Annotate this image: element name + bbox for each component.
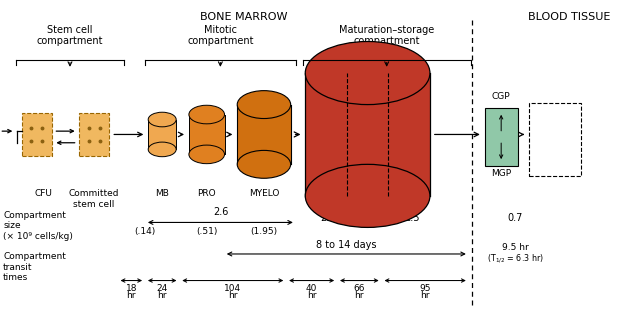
Bar [22, 113, 52, 156]
Text: (1.95): (1.95) [251, 227, 277, 236]
Ellipse shape [305, 164, 430, 227]
Text: PRO: PRO [197, 189, 216, 198]
Text: (T$_{1/2}$ = 6.3 hr): (T$_{1/2}$ = 6.3 hr) [487, 253, 544, 266]
Text: 2.5: 2.5 [404, 213, 420, 223]
Text: BAND: BAND [359, 189, 385, 198]
Text: Stem cell
compartment: Stem cell compartment [37, 25, 103, 46]
Text: hr: hr [355, 290, 364, 299]
Bar [485, 108, 518, 166]
Text: 24: 24 [156, 284, 168, 293]
Bar [305, 73, 430, 196]
Text: 2.7: 2.7 [320, 213, 335, 223]
Text: MGP: MGP [491, 169, 511, 178]
Text: 66: 66 [354, 284, 365, 293]
Ellipse shape [148, 142, 176, 157]
Text: MYELO: MYELO [249, 189, 279, 198]
Text: 0.7: 0.7 [508, 213, 523, 223]
Text: 104: 104 [225, 284, 241, 293]
Ellipse shape [305, 42, 430, 105]
Bar [79, 113, 109, 156]
Text: BONE MARROW: BONE MARROW [200, 12, 287, 22]
Text: BLOOD TISSUE: BLOOD TISSUE [528, 12, 611, 22]
Ellipse shape [237, 150, 291, 178]
Text: hr: hr [307, 290, 316, 299]
Text: (.51): (.51) [196, 227, 218, 236]
Text: SEG: SEG [403, 189, 421, 198]
Ellipse shape [237, 91, 291, 119]
Text: 2.6: 2.6 [213, 208, 228, 217]
Ellipse shape [189, 145, 225, 164]
Text: 40: 40 [306, 284, 317, 293]
Text: hr: hr [158, 290, 167, 299]
Text: Compartment
transit
times: Compartment transit times [3, 252, 66, 282]
Text: CGP: CGP [492, 92, 511, 101]
Ellipse shape [148, 112, 176, 127]
Text: 8 to 14 days: 8 to 14 days [315, 240, 377, 250]
Text: 9.5 hr: 9.5 hr [502, 243, 529, 252]
Text: hr: hr [228, 290, 237, 299]
Text: MB: MB [155, 189, 169, 198]
Text: Mitotic
compartment: Mitotic compartment [187, 25, 254, 46]
Text: 95: 95 [419, 284, 431, 293]
Text: Committed
stem cell: Committed stem cell [69, 189, 120, 208]
Ellipse shape [189, 105, 225, 124]
Text: hr: hr [127, 290, 136, 299]
Text: (.14): (.14) [134, 227, 156, 236]
Bar [237, 105, 291, 164]
Text: CFU: CFU [34, 189, 52, 198]
Text: META: META [315, 189, 340, 198]
Text: 3.6: 3.6 [364, 213, 380, 223]
Text: Maturation–storage
compartment: Maturation–storage compartment [339, 25, 434, 46]
Text: hr: hr [420, 290, 430, 299]
Text: Compartment
size
(× 10⁹ cells/kg): Compartment size (× 10⁹ cells/kg) [3, 211, 73, 241]
Text: 18: 18 [125, 284, 137, 293]
Bar [529, 103, 581, 176]
Bar [189, 115, 225, 154]
Bar [148, 120, 176, 149]
